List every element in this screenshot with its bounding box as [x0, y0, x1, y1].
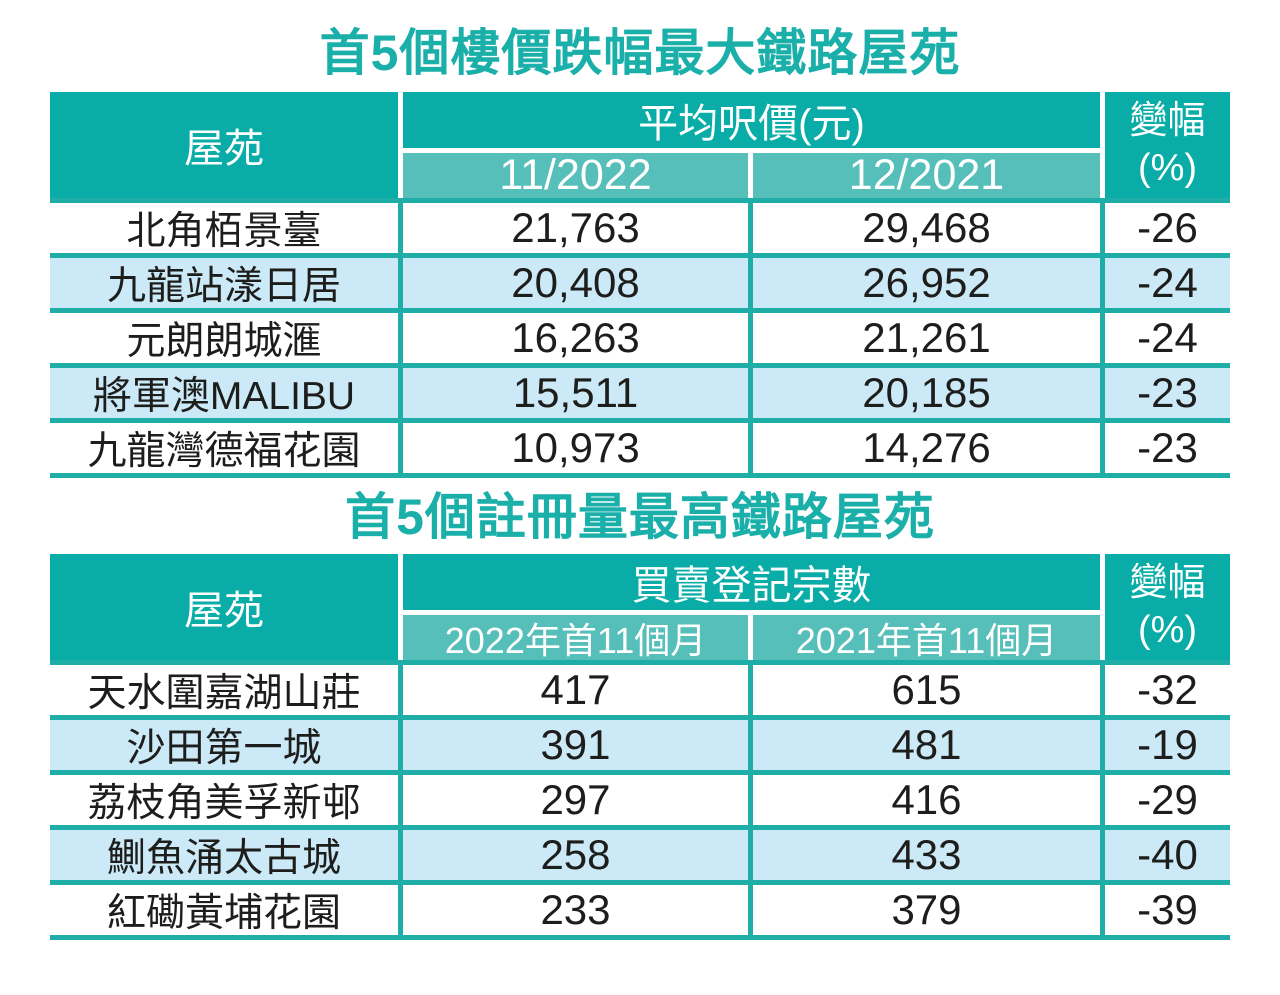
change-cell: -32: [1105, 665, 1230, 715]
table2-estate-column-header: 屋苑: [50, 554, 398, 660]
table2-title: 首5個註冊量最高鐵路屋苑: [345, 489, 935, 545]
value-cell: 20,185: [753, 368, 1100, 418]
table2-change-column-header: 變幅 (%): [1105, 554, 1230, 660]
change-cell: -26: [1105, 203, 1230, 253]
table1-body: 北角栢景臺 21,763 29,468 -26 九龍站漾日居 20,408 26…: [50, 198, 1230, 478]
value-cell: 433: [753, 830, 1100, 880]
estate-cell: 九龍站漾日居: [50, 258, 398, 308]
value-cell: 417: [403, 665, 748, 715]
change-cell: -23: [1105, 368, 1230, 418]
change-cell: -19: [1105, 720, 1230, 770]
table1-subheader-period-2: 12/2021: [753, 151, 1100, 199]
estate-cell: 沙田第一城: [50, 720, 398, 770]
estate-cell: 鰂魚涌太古城: [50, 830, 398, 880]
table1-header: 屋苑 平均呎價(元) 11/2022 12/2021 變幅 (%): [50, 92, 1230, 199]
estate-cell: 元朗朗城滙: [50, 313, 398, 363]
value-cell: 258: [403, 830, 748, 880]
estate-cell: 天水圍嘉湖山莊: [50, 665, 398, 715]
value-cell: 10,973: [403, 423, 748, 473]
table2-subheader-period-2: 2021年首11個月: [753, 615, 1100, 661]
change-cell: -40: [1105, 830, 1230, 880]
change-header-line1: 變幅: [1129, 562, 1206, 604]
table1-estate-column-header: 屋苑: [50, 92, 398, 198]
table1-price-group-header: 平均呎價(元): [403, 92, 1100, 148]
value-cell: 29,468: [753, 203, 1100, 253]
change-cell: -29: [1105, 775, 1230, 825]
estate-cell: 九龍灣德福花園: [50, 423, 398, 473]
change-cell: -24: [1105, 313, 1230, 363]
change-cell: -23: [1105, 423, 1230, 473]
change-header-line2: (%): [1137, 609, 1198, 651]
value-cell: 233: [403, 885, 748, 935]
value-cell: 297: [403, 775, 748, 825]
value-cell: 26,952: [753, 258, 1100, 308]
estate-cell: 將軍澳MALIBU: [50, 368, 398, 418]
change-header-line1: 變幅: [1129, 100, 1206, 142]
change-cell: -39: [1105, 885, 1230, 935]
change-header-line2: (%): [1137, 147, 1198, 189]
value-cell: 481: [753, 720, 1100, 770]
table2: 屋苑 買賣登記宗數 2022年首11個月 2021年首11個月 變幅 (%) 天…: [50, 554, 1230, 940]
value-cell: 391: [403, 720, 748, 770]
value-cell: 20,408: [403, 258, 748, 308]
estate-cell: 北角栢景臺: [50, 203, 398, 253]
value-cell: 14,276: [753, 423, 1100, 473]
table2-header: 屋苑 買賣登記宗數 2022年首11個月 2021年首11個月 變幅 (%): [50, 554, 1230, 661]
value-cell: 15,511: [403, 368, 748, 418]
change-cell: -24: [1105, 258, 1230, 308]
table2-body: 天水圍嘉湖山莊 417 615 -32 沙田第一城 391 481 -19 荔枝…: [50, 660, 1230, 940]
table2-subheader-period-1: 2022年首11個月: [403, 615, 748, 661]
table1-title: 首5個樓價跌幅最大鐵路屋苑: [319, 25, 961, 81]
value-cell: 416: [753, 775, 1100, 825]
infographic-page: 首5個樓價跌幅最大鐵路屋苑 屋苑 平均呎價(元) 11/2022 12/2021…: [0, 22, 1280, 995]
table1-subheader-period-1: 11/2022: [403, 151, 748, 199]
value-cell: 21,763: [403, 203, 748, 253]
value-cell: 16,263: [403, 313, 748, 363]
value-cell: 21,261: [753, 313, 1100, 363]
estate-cell: 荔枝角美孚新邨: [50, 775, 398, 825]
table1-change-column-header: 變幅 (%): [1105, 92, 1230, 198]
table1: 屋苑 平均呎價(元) 11/2022 12/2021 變幅 (%) 北角栢景臺 …: [50, 92, 1230, 478]
value-cell: 615: [753, 665, 1100, 715]
estate-cell: 紅磡黃埔花園: [50, 885, 398, 935]
table2-registrations-group-header: 買賣登記宗數: [403, 554, 1100, 610]
value-cell: 379: [753, 885, 1100, 935]
